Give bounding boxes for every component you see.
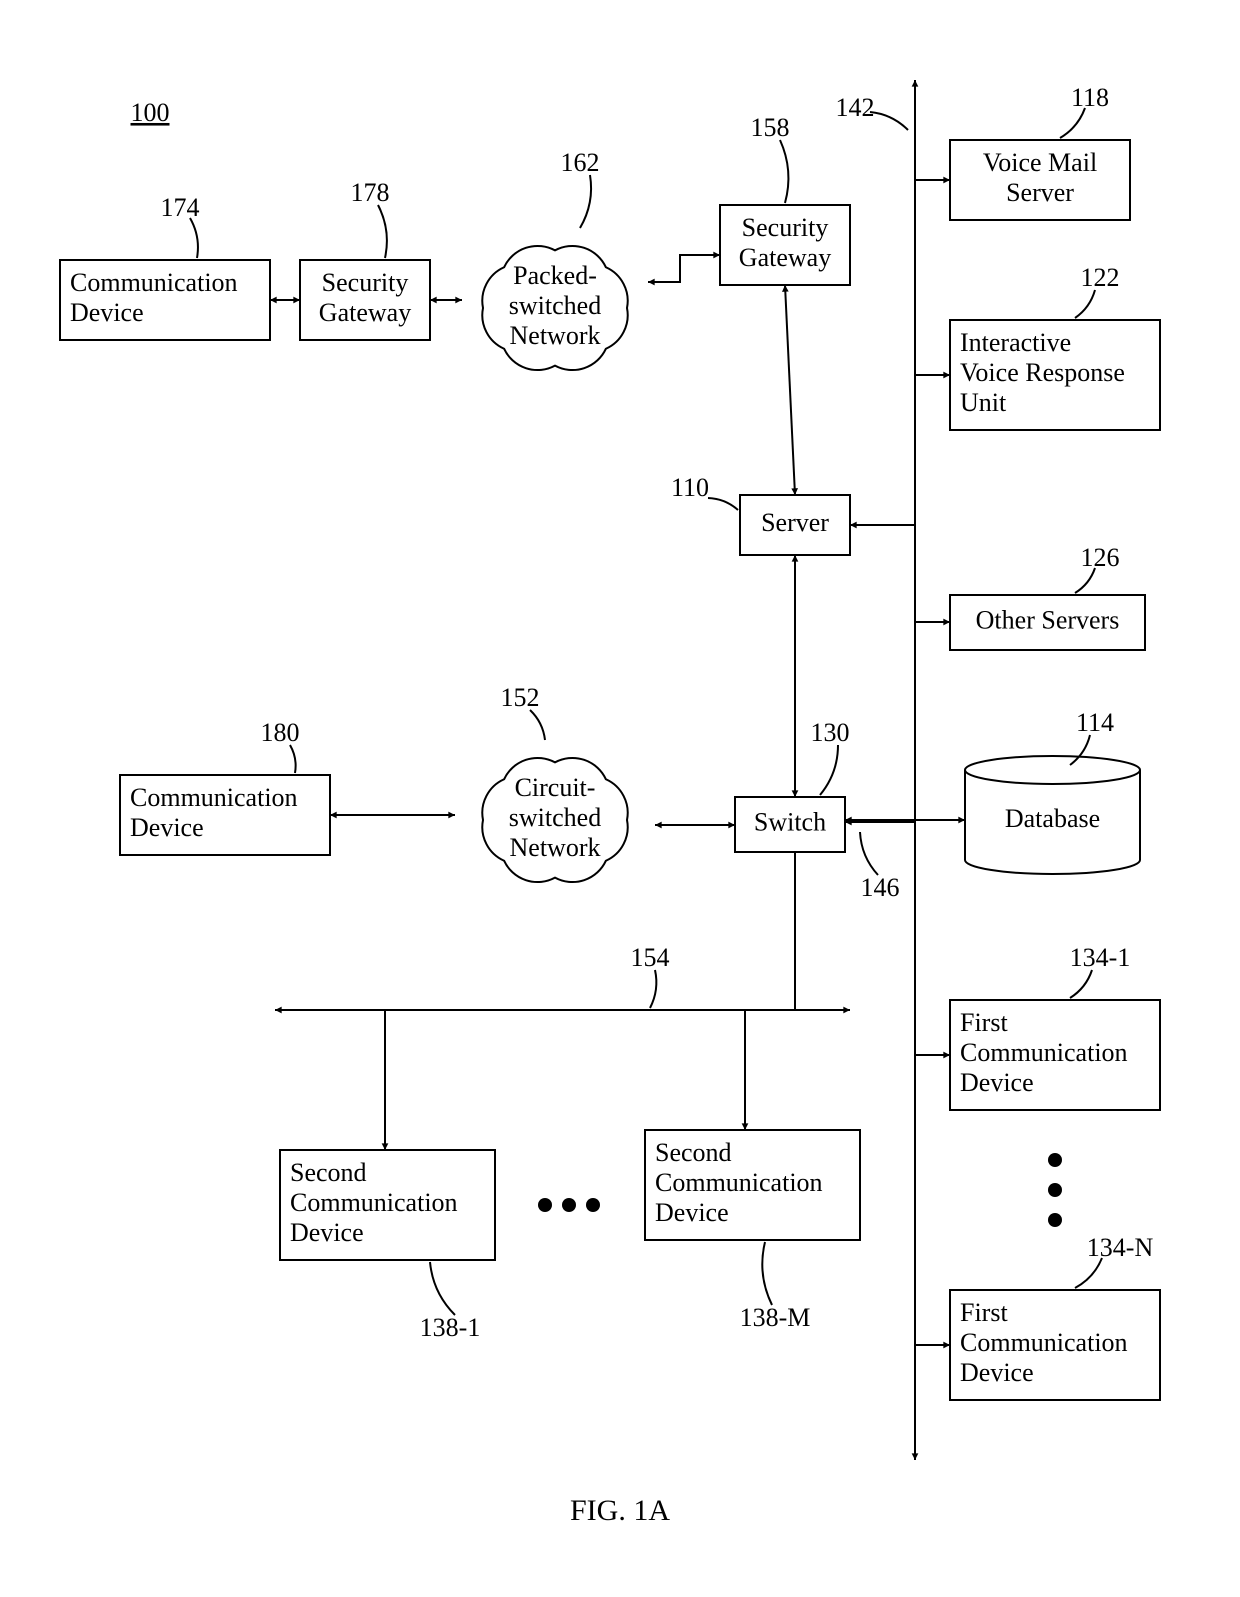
ref-leader [1075, 290, 1095, 318]
ref-number: 154 [631, 943, 670, 972]
node-label: switched [509, 291, 601, 320]
node-label: Communication [655, 1168, 823, 1197]
node-label: Network [510, 833, 601, 862]
ref-leader [190, 218, 198, 258]
ref-leader [580, 175, 591, 228]
ref-number: 134-N [1087, 1233, 1154, 1262]
node-label: First [960, 1298, 1008, 1327]
node-label: Device [960, 1068, 1034, 1097]
ref-leader [378, 205, 387, 258]
node-label: Second [290, 1158, 367, 1187]
ref-number: 152 [501, 683, 540, 712]
node-database-top [965, 756, 1140, 784]
figure-caption: FIG. 1A [570, 1494, 670, 1527]
ref-number: 118 [1071, 83, 1109, 112]
ellipsis-dot [538, 1198, 552, 1212]
node-label: Network [510, 321, 601, 350]
node-label: Voice Mail [983, 148, 1097, 177]
node-label: Communication [960, 1328, 1128, 1357]
node-label: Device [960, 1358, 1034, 1387]
ref-leader [762, 1242, 772, 1305]
ref-leader [780, 140, 788, 203]
node-label: Communication [960, 1038, 1128, 1067]
ref-number: 180 [261, 718, 300, 747]
ref-leader [290, 745, 296, 773]
ref-number: 158 [751, 113, 790, 142]
node-label: switched [509, 803, 601, 832]
node-label: Packed- [513, 261, 597, 290]
node-label: Communication [130, 783, 298, 812]
ref-number: 122 [1081, 263, 1120, 292]
edge [785, 285, 795, 495]
node-label: Switch [754, 807, 826, 836]
diagram-canvas: 100CommunicationDevice174SecurityGateway… [0, 0, 1240, 1597]
ellipsis-dot [586, 1198, 600, 1212]
diagram-ref: 100 [131, 98, 170, 127]
ref-leader [1070, 970, 1092, 998]
node-label: Device [655, 1198, 729, 1227]
ref-number: 174 [161, 193, 200, 222]
edge [648, 255, 720, 282]
node-label: Communication [70, 268, 238, 297]
ref-leader [708, 498, 738, 510]
node-label: First [960, 1008, 1008, 1037]
ref-leader [870, 112, 908, 130]
ref-number: 146 [861, 873, 900, 902]
node-label: Gateway [739, 243, 831, 272]
ref-leader [1075, 1258, 1102, 1288]
ref-number: 114 [1076, 708, 1114, 737]
node-label: Communication [290, 1188, 458, 1217]
ellipsis-dot [1048, 1213, 1062, 1227]
ref-number: 178 [351, 178, 390, 207]
ref-leader [860, 832, 878, 875]
ref-number: 130 [811, 718, 850, 747]
node-label: Security [742, 213, 829, 242]
node-label: Second [655, 1138, 732, 1167]
node-label: Device [70, 298, 144, 327]
node-label: Device [130, 813, 204, 842]
ref-number: 110 [671, 473, 709, 502]
ref-number: 142 [836, 93, 875, 122]
ellipsis-dot [1048, 1153, 1062, 1167]
ellipsis-dot [1048, 1183, 1062, 1197]
node-label: Database [1005, 804, 1100, 833]
node-label: Gateway [319, 298, 411, 327]
ref-leader [430, 1262, 455, 1315]
node-label: Server [1006, 178, 1074, 207]
node-label: Server [761, 508, 829, 537]
ellipsis-dot [562, 1198, 576, 1212]
node-label: Device [290, 1218, 364, 1247]
node-label: Other Servers [976, 605, 1120, 634]
ref-leader [1060, 108, 1085, 138]
ref-leader [650, 970, 656, 1008]
node-label: Unit [960, 388, 1007, 417]
node-label: Voice Response [960, 358, 1125, 387]
ref-leader [530, 710, 545, 740]
ref-number: 134-1 [1070, 943, 1131, 972]
node-label: Interactive [960, 328, 1071, 357]
ref-number: 126 [1081, 543, 1120, 572]
node-label: Security [322, 268, 409, 297]
ref-number: 162 [561, 148, 600, 177]
node-label: Circuit- [515, 773, 596, 802]
ref-leader [820, 745, 838, 795]
ref-number: 138-1 [420, 1313, 481, 1342]
ref-number: 138-M [740, 1303, 811, 1332]
